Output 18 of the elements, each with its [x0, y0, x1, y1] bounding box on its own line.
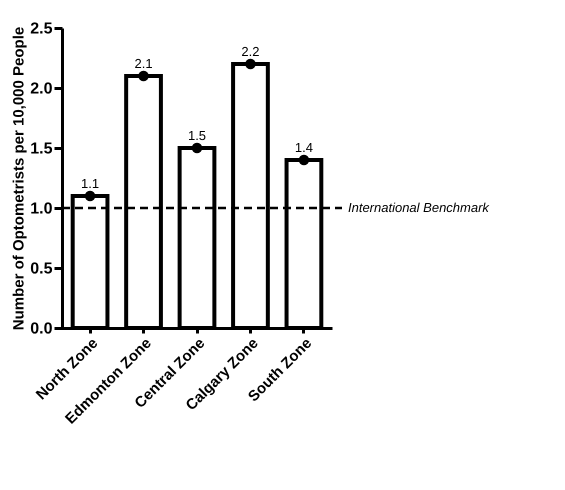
data-label: 2.2 [241, 44, 260, 59]
point [245, 58, 256, 70]
point [298, 154, 310, 166]
y-tick-label: 2.0 [30, 80, 53, 98]
data-label: 1.5 [188, 128, 206, 143]
y-tick-label: 0.5 [30, 260, 53, 278]
data-label: 2.1 [134, 56, 153, 71]
ref-line-label: International Benchmark [348, 200, 490, 215]
point [192, 142, 202, 154]
y-tick-label: 2.5 [30, 20, 53, 38]
data-label: 1.1 [81, 176, 100, 191]
y-tick-label: 1.0 [30, 200, 53, 218]
y-tick-label: 1.5 [30, 140, 53, 158]
y-tick-label: 0.0 [30, 320, 53, 338]
point [84, 190, 96, 202]
y-axis-title: Number of Optometrists per 10,000 People [10, 26, 28, 330]
data-label: 1.4 [294, 140, 313, 155]
point [138, 70, 149, 82]
